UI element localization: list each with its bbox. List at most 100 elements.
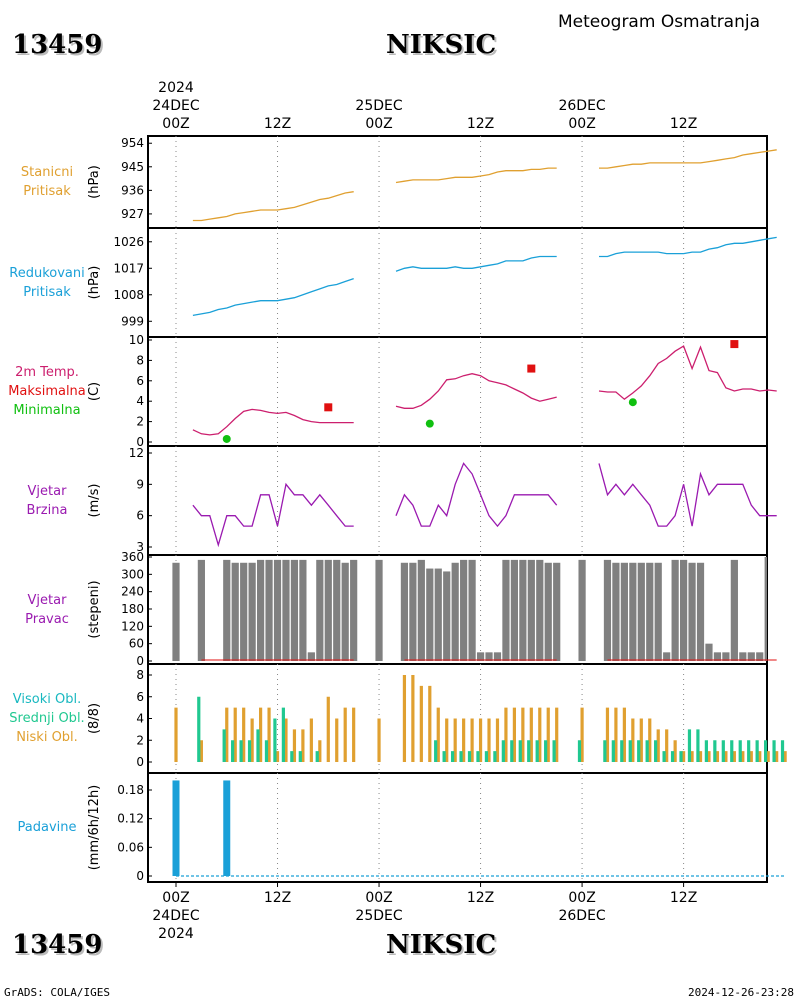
cloud-low-bar — [741, 751, 745, 762]
cloud-low-bar — [318, 740, 322, 762]
cloud-mid-bar — [231, 740, 235, 762]
wind-dir-bar — [197, 559, 205, 661]
cloud-mid-bar — [493, 751, 497, 762]
cloud-low-bar — [453, 718, 457, 762]
ytick-label: 8 — [136, 668, 144, 682]
cloud-mid-bar — [273, 718, 277, 762]
cloud-mid-bar — [298, 751, 302, 762]
xtick-label-top: 00Z — [365, 116, 392, 132]
reduced_pressure-line — [192, 277, 354, 317]
panel-wind_speed: 12 9 6 3 (m/s) — [87, 445, 768, 556]
cloud-low-bar — [648, 718, 652, 762]
wind-dir-bar — [409, 562, 417, 661]
wind-dir-bar — [629, 562, 637, 661]
ytick-label: 0 — [136, 654, 144, 668]
wind-dir-bar — [553, 562, 561, 661]
wind-dir-bar — [248, 562, 256, 661]
panel-label-line: Minimalna — [13, 403, 81, 418]
xtick-label-bottom: 12Z — [467, 890, 494, 906]
cloud-mid-bar — [772, 740, 776, 762]
cloud-low-bar — [411, 675, 415, 762]
cloud-mid-bar — [501, 740, 505, 762]
cloud-mid-bar — [654, 740, 658, 762]
xtick-label-top: 12Z — [467, 116, 494, 132]
cloud-low-bar — [758, 751, 762, 762]
xtick-label-bottom: 12Z — [670, 890, 697, 906]
cloud-mid-bar — [459, 751, 463, 762]
ytick-label: 4 — [136, 712, 144, 726]
cloud-mid-bar — [747, 740, 751, 762]
ytick-label: 1008 — [113, 288, 144, 302]
cloud-low-bar — [538, 707, 542, 762]
cloud-mid-bar — [247, 740, 252, 762]
precip-bar — [223, 780, 231, 876]
meteogram-title: Meteogram Osmatranja — [558, 12, 761, 32]
wind-dir-bar — [350, 559, 358, 661]
cloud-low-bar — [402, 675, 407, 762]
wind-dir-bar — [578, 559, 586, 661]
xtick-label-top: 12Z — [264, 116, 291, 132]
station-name-top: NIKSIC — [386, 30, 497, 60]
cloud-low-bar — [309, 718, 313, 762]
cloud-mid-bar — [755, 740, 759, 762]
cloud-low-bar — [698, 751, 703, 762]
wind-dir-bar — [476, 652, 485, 661]
wind-dir-bar — [426, 568, 434, 661]
wind-dir-bar — [544, 562, 552, 661]
ytick-label: 8 — [136, 353, 144, 367]
ytick-label: 12 — [129, 446, 144, 460]
cloud-low-bar — [546, 707, 550, 762]
cloud-mid-bar — [730, 740, 734, 762]
cloud-mid-bar — [222, 729, 226, 762]
cloud-low-bar — [529, 707, 533, 762]
cloud-mid-bar — [713, 740, 717, 762]
cloud-mid-bar — [637, 740, 641, 762]
wind-dir-bar — [417, 559, 425, 661]
wind_speed-line — [598, 463, 777, 527]
cloud-low-bar — [267, 707, 271, 762]
date-label-top: 26DEC — [558, 98, 605, 114]
cloud-low-bar — [275, 751, 280, 762]
temperature-line — [395, 373, 557, 409]
wind-dir-bar — [307, 652, 315, 661]
cloud-mid-bar — [527, 740, 531, 762]
unit-label: (hPa) — [87, 165, 102, 199]
cloud-low-bar — [749, 751, 753, 762]
cloud-low-bar — [512, 707, 516, 762]
cloud-mid-bar — [679, 751, 683, 762]
ytick-label: 300 — [121, 567, 144, 581]
wind-dir-bar — [713, 652, 722, 661]
cloud-mid-bar — [290, 751, 294, 762]
wind-dir-bar — [646, 562, 654, 661]
cloud-low-bar — [436, 707, 440, 762]
panel-frame — [147, 135, 768, 229]
panel-label-line: Brzina — [26, 502, 68, 518]
station_pressure-line — [192, 191, 354, 222]
ytick-label: 0 — [136, 869, 144, 883]
cloud-low-bar — [428, 685, 432, 762]
cloud-mid-bar — [603, 740, 607, 762]
cloud-low-bar — [343, 707, 347, 762]
unit-label: (hPa) — [87, 266, 102, 300]
footer-credit: GrADS: COLA/IGES — [4, 986, 110, 999]
ytick-label: 3 — [136, 540, 144, 554]
ytick-label: 954 — [121, 136, 144, 150]
ytick-label: 60 — [129, 637, 144, 651]
wind-dir-bar — [223, 559, 231, 661]
panel-label-line: Srednji Obl. — [9, 711, 85, 726]
cloud-mid-bar — [535, 740, 539, 762]
xtick-label-bottom: 12Z — [264, 890, 291, 906]
tmax-marker — [527, 364, 536, 373]
ytick-label: 180 — [121, 602, 144, 616]
ytick-label: 0 — [136, 435, 144, 449]
wind-dir-bar — [519, 559, 527, 661]
temperature-line — [192, 408, 354, 436]
cloud-mid-bar — [450, 751, 455, 762]
station-name-bottom: NIKSIC — [386, 930, 497, 960]
unit-label: (stepeni) — [87, 580, 102, 638]
cloud-mid-bar — [476, 751, 480, 762]
cloud-low-bar — [292, 729, 297, 762]
cloud-mid-bar — [264, 740, 269, 762]
cloud-mid-bar — [721, 740, 725, 762]
